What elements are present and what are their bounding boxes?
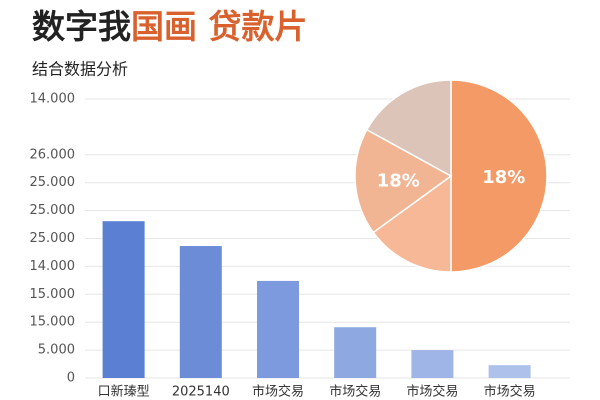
title-part: 国画 贷款片 (131, 7, 308, 46)
y-tick-label: 25.000 (30, 203, 76, 218)
bar (102, 221, 145, 378)
bar (488, 365, 531, 378)
bar (257, 280, 299, 378)
bar (334, 327, 377, 378)
y-tick-label: 25.000 (30, 231, 76, 246)
x-tick-label: 2025140 (172, 385, 230, 400)
y-tick-label: 5.000 (38, 343, 75, 358)
pie-slice (354, 128, 453, 234)
y-tick-label: 14.000 (30, 259, 76, 274)
pie-slice (372, 174, 452, 273)
pie-slice (450, 79, 548, 273)
x-tick-label: 市场交易 (252, 384, 304, 400)
y-tick-label: 14.000 (30, 92, 76, 107)
y-tick-label: 26.000 (30, 147, 76, 162)
annotation: 18% (377, 170, 420, 191)
bar (179, 246, 222, 378)
y-tick-label: 0 (67, 371, 75, 386)
x-tick-label: 市场交易 (484, 384, 536, 400)
x-tick-label: 市场交易 (329, 384, 381, 400)
bar (411, 350, 454, 378)
y-tick-label: 15.000 (30, 315, 76, 330)
pie-slice (365, 79, 452, 178)
x-tick-label: 口新瑧型 (98, 384, 150, 400)
x-tick-label: 市场交易 (406, 384, 458, 400)
y-tick-label: 15.000 (30, 287, 76, 302)
y-tick-label: 25.000 (30, 175, 76, 190)
annotation: 18% (482, 167, 525, 188)
chart-subtitle: 结合数据分析 (32, 60, 128, 79)
chart-title: 数字我国画 贷款片 (32, 7, 308, 46)
title-part: 数字我 (32, 7, 131, 46)
